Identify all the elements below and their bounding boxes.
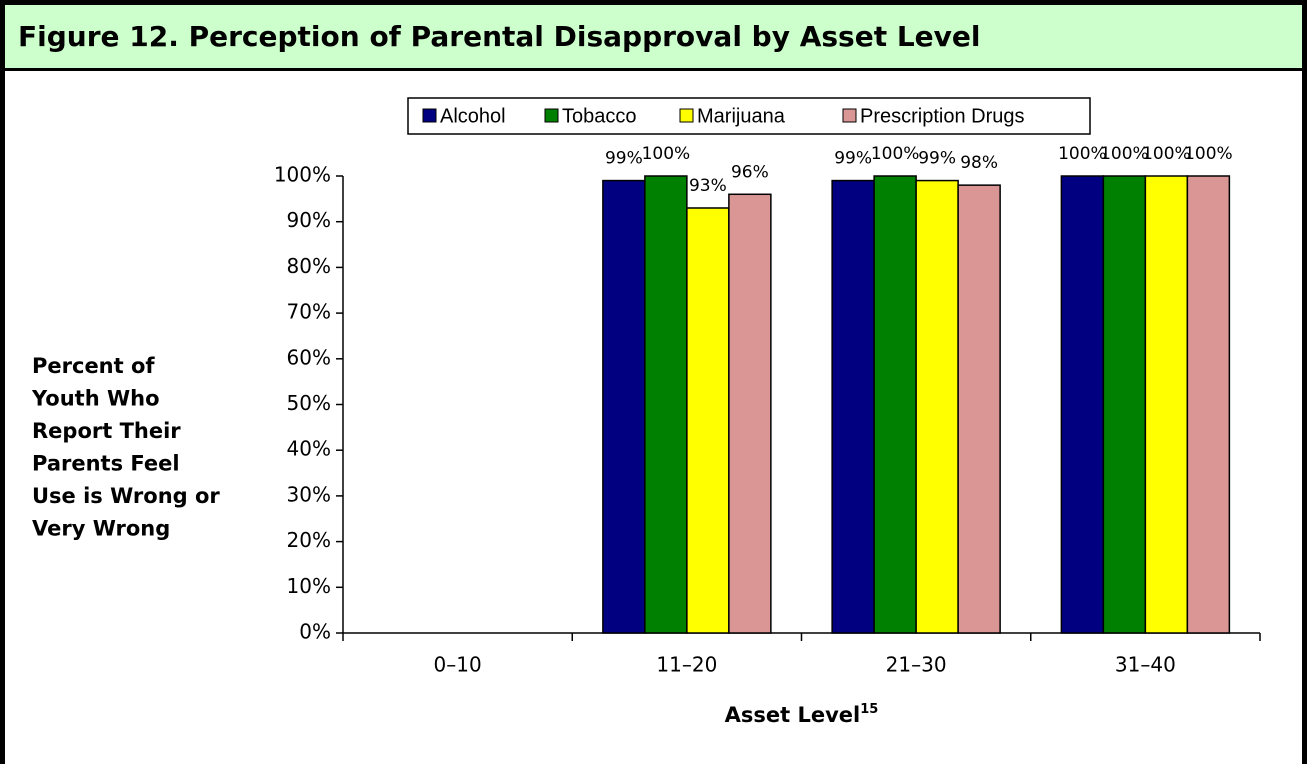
y-tick-label: 0% bbox=[299, 620, 331, 644]
bar bbox=[1060, 175, 1105, 634]
data-label: 99% bbox=[834, 149, 872, 169]
x-axis-label-text: Asset Level bbox=[725, 703, 861, 727]
y-axis-label: Parents Feel bbox=[32, 452, 180, 476]
legend-swatch bbox=[842, 108, 857, 123]
frame-left bbox=[0, 0, 5, 764]
data-label: 100% bbox=[871, 144, 920, 164]
y-tick-label: 40% bbox=[287, 437, 331, 461]
y-tick-label: 30% bbox=[287, 482, 331, 506]
x-tick-label: 31–40 bbox=[1115, 653, 1176, 677]
data-label: 98% bbox=[960, 153, 998, 173]
y-axis-label: Very Wrong bbox=[32, 517, 170, 541]
y-axis-label: Report Their bbox=[32, 419, 181, 443]
chart-title: Figure 12. Perception of Parental Disapp… bbox=[18, 20, 981, 53]
x-tick-label: 0–10 bbox=[434, 653, 482, 677]
legend-swatch bbox=[679, 108, 694, 123]
legend-label: Marijuana bbox=[697, 105, 786, 127]
x-axis-label: Asset Level15 bbox=[725, 702, 879, 728]
y-tick-label: 100% bbox=[274, 163, 331, 187]
data-label: 100% bbox=[1142, 144, 1191, 164]
bar bbox=[1186, 175, 1231, 634]
bar bbox=[873, 175, 917, 634]
frame-top bbox=[0, 0, 1307, 5]
bar bbox=[602, 179, 646, 634]
bar bbox=[644, 175, 688, 634]
y-axis-label: Use is Wrong or bbox=[32, 484, 220, 508]
x-axis-label-footnote: 15 bbox=[860, 702, 878, 717]
bar bbox=[728, 193, 772, 634]
data-label: 96% bbox=[731, 162, 769, 182]
y-tick-label: 70% bbox=[287, 300, 331, 324]
bar bbox=[915, 179, 959, 634]
y-axis-label: Youth Who bbox=[31, 387, 160, 411]
legend-label: Tobacco bbox=[562, 105, 637, 127]
x-tick-label: 21–30 bbox=[886, 653, 947, 677]
data-label: 100% bbox=[1184, 144, 1233, 164]
y-tick-label: 20% bbox=[287, 528, 331, 552]
data-label: 100% bbox=[1058, 144, 1107, 164]
bar bbox=[686, 207, 730, 634]
y-tick-label: 50% bbox=[287, 391, 331, 415]
bar bbox=[1144, 175, 1189, 634]
title-bar bbox=[5, 5, 1302, 69]
legend-label: Alcohol bbox=[440, 105, 506, 127]
data-label: 99% bbox=[918, 149, 956, 169]
data-label: 100% bbox=[1100, 144, 1149, 164]
legend-label: Prescription Drugs bbox=[860, 105, 1025, 127]
bar bbox=[957, 184, 1001, 634]
data-label: 100% bbox=[642, 144, 691, 164]
y-tick-label: 60% bbox=[287, 345, 331, 369]
data-label: 99% bbox=[605, 149, 643, 169]
x-tick-label: 11–20 bbox=[656, 653, 717, 677]
bar bbox=[1102, 175, 1147, 634]
bar bbox=[831, 179, 875, 634]
frame-right bbox=[1302, 0, 1307, 764]
legend-box bbox=[407, 97, 1091, 135]
y-tick-label: 90% bbox=[287, 208, 331, 232]
y-axis-label: Percent of bbox=[32, 354, 155, 378]
y-tick-label: 80% bbox=[287, 254, 331, 278]
title-rule bbox=[0, 68, 1307, 71]
legend-swatch bbox=[422, 108, 437, 123]
legend-swatch bbox=[544, 108, 559, 123]
y-tick-label: 10% bbox=[287, 574, 331, 598]
data-label: 93% bbox=[689, 176, 727, 196]
